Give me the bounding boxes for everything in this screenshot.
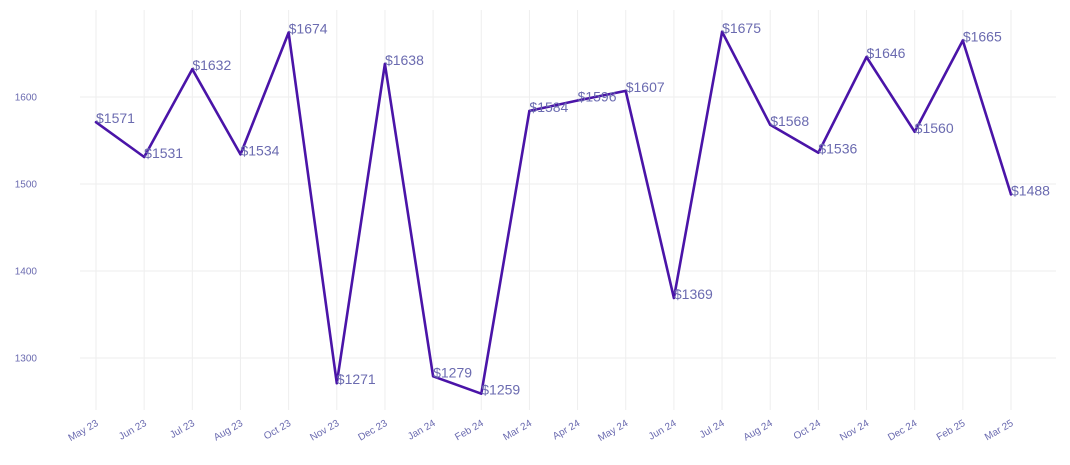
y-tick-label: 1600 [15,93,38,104]
data-point [383,62,387,66]
data-point [624,89,627,93]
x-tick-label: Dec 24 [886,418,919,444]
x-tick-label: Nov 24 [838,418,871,444]
data-label: $1369 [674,286,713,302]
x-axis: May 23 Jun 23 Jul 23 Aug 23 Oct 23 Nov 23 Dec … [67,418,1016,444]
data-point [769,123,772,127]
data-point [672,296,676,300]
data-point [961,39,965,42]
data-point [480,392,483,395]
x-tick-label: May 24 [596,418,630,444]
series [94,30,1013,396]
data-point [720,30,724,33]
data-label: $1536 [818,141,857,157]
data-label: $1646 [867,45,906,61]
y-tick-label: 1400 [15,267,38,278]
data-label: $1534 [240,142,279,158]
x-tick-label: Oct 24 [792,418,823,442]
data-labels: $1571 $1531 $1632 $1534 $1674 $1271 $1638 $1279… [96,20,1050,398]
x-tick-label: Oct 23 [262,418,293,442]
data-point [94,121,98,124]
x-tick-label: Nov 23 [308,418,341,444]
y-tick-label: 1500 [15,180,38,191]
data-label: $1488 [1011,182,1050,198]
x-tick-label: Jul 23 [168,418,197,441]
data-point [528,109,531,113]
x-tick-label: Feb 24 [453,418,486,443]
y-axis: 1300 1400 1500 1600 [15,93,38,365]
data-point [817,151,820,154]
series-line-price [94,30,1013,396]
x-tick-label: May 23 [67,418,101,444]
data-label: $1568 [770,113,809,129]
data-point [335,382,338,385]
data-label: $1638 [385,52,424,68]
x-tick-label: Jun 23 [117,418,149,443]
x-tick-label: Jan 24 [406,418,438,443]
data-label: $1632 [192,57,231,73]
data-label: $1665 [963,28,1002,44]
data-point [913,130,916,133]
x-tick-label: Mar 25 [983,418,1016,443]
data-label: $1584 [529,99,568,115]
x-tick-label: Dec 23 [357,418,390,444]
x-tick-label: Apr 24 [551,418,582,442]
data-label: $1674 [289,21,328,37]
x-tick-label: Aug 23 [212,418,245,444]
data-point [865,55,868,59]
data-label: $1271 [337,371,376,387]
data-point [287,31,290,34]
x-tick-label: Jul 24 [698,418,727,441]
data-point [1009,193,1013,196]
x-tick-label: Jun 24 [647,418,679,443]
data-point [191,67,194,71]
data-point [576,99,579,102]
x-tick-label: Feb 25 [935,418,968,443]
grid [80,10,1056,410]
data-label: $1279 [433,364,472,380]
data-label: $1607 [626,79,665,95]
data-point [239,153,242,156]
data-label: $1596 [578,88,617,104]
data-label: $1531 [144,145,183,161]
data-label: $1259 [481,382,520,398]
data-point [431,375,435,378]
x-tick-label: Aug 24 [742,418,775,444]
data-point [142,155,146,159]
data-label: $1675 [722,20,761,36]
data-label: $1560 [915,120,954,136]
data-label: $1571 [96,110,135,126]
x-tick-label: Mar 24 [501,418,534,443]
y-tick-label: 1300 [15,354,38,365]
